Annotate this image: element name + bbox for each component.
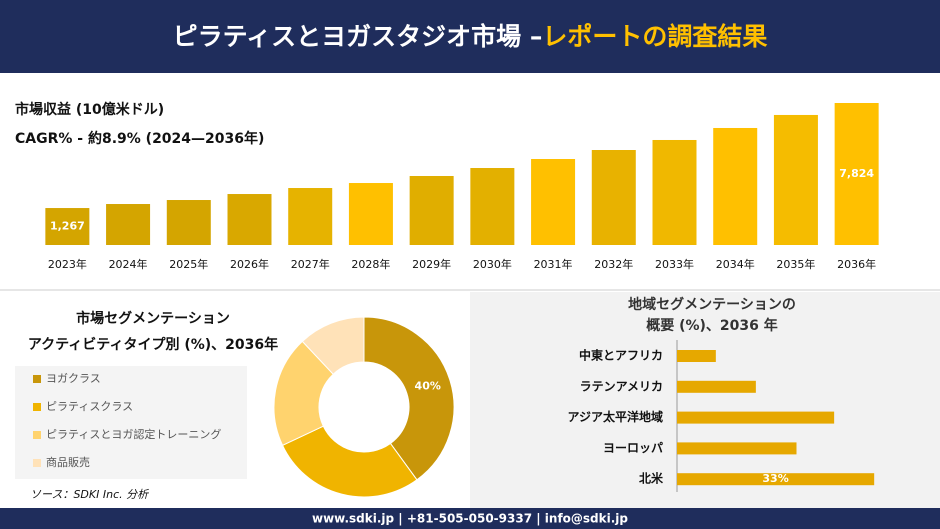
x-tick-label: 2032年 — [594, 257, 633, 271]
chart-title: 市場収益 (10億米ドル) — [15, 101, 164, 118]
chart-title: 市場セグメンテーション — [76, 310, 230, 327]
legend-swatch — [33, 375, 41, 383]
x-tick-label: 2034年 — [716, 257, 755, 271]
legend-label: 商品販売 — [46, 455, 90, 469]
legend-label: ピラティスクラス — [46, 400, 133, 413]
legend-swatch — [33, 459, 41, 467]
title-main: ピラティスとヨガスタジオ市場 – — [173, 22, 543, 51]
title-highlight: レポートの調査結果 — [542, 22, 767, 51]
x-tick-label: 2036年 — [837, 257, 876, 271]
category-label: 北米 — [639, 471, 664, 486]
header-title: ピラティスとヨガスタジオ市場 –レポートの調査結果 — [173, 22, 768, 51]
value-label: 7,824 — [839, 167, 874, 180]
bar — [409, 176, 454, 245]
chart-subtitle: CAGR% - 約8.9% (2024—2036年) — [15, 130, 264, 147]
bar — [470, 168, 515, 245]
x-tick-label: 2031年 — [534, 257, 573, 271]
bar — [773, 114, 818, 246]
value-label: 1,267 — [50, 220, 85, 233]
x-tick-label: 2024年 — [109, 257, 148, 271]
legend-label: ピラティスとヨガ認定トレーニング — [46, 427, 221, 441]
bar — [677, 473, 875, 486]
footer-band — [0, 508, 940, 529]
legend-swatch — [33, 431, 41, 439]
bar — [713, 127, 758, 245]
bar — [531, 159, 576, 245]
region-panel — [470, 292, 940, 508]
x-tick-label: 2033年 — [655, 257, 694, 271]
bar — [106, 204, 151, 245]
bar — [45, 208, 90, 245]
legend-label: ヨガクラス — [46, 372, 101, 385]
chart-subtitle: 概要 (%)、2036 年 — [646, 317, 778, 334]
category-label: ラテンアメリカ — [580, 379, 663, 393]
footer: www.sdki.jp | +81-505-050-9337 | info@sd… — [312, 512, 628, 526]
x-tick-label: 2030年 — [473, 257, 512, 271]
bar — [677, 380, 756, 393]
header-band — [0, 0, 940, 73]
bar — [227, 194, 272, 245]
bar — [834, 103, 879, 245]
source: ソース：SDKI Inc. 分析 — [30, 488, 150, 501]
x-tick-label: 2027年 — [291, 257, 330, 271]
value-label: 33% — [762, 472, 788, 485]
donut-slice — [363, 316, 455, 481]
x-tick-label: 2025年 — [169, 257, 208, 271]
bar — [677, 350, 716, 362]
x-tick-label: 2029年 — [412, 257, 451, 271]
x-tick-label: 2035年 — [776, 257, 815, 271]
x-tick-label: 2028年 — [351, 257, 390, 271]
donut-slice — [301, 316, 365, 375]
legend-box — [15, 366, 247, 479]
bar — [348, 183, 393, 245]
bar — [166, 200, 211, 245]
category-label: ヨーロッパ — [603, 441, 663, 455]
bar — [591, 150, 636, 245]
donut-slice — [281, 425, 418, 498]
value-label: 40% — [415, 379, 441, 392]
bar — [288, 188, 333, 245]
bar — [677, 442, 797, 455]
bar — [652, 139, 697, 245]
category-label: 中東とアフリカ — [579, 348, 663, 363]
chart-subtitle: アクティビティタイプ別 (%)、2036年 — [28, 336, 278, 353]
legend-swatch — [33, 403, 41, 411]
chart-title: 地域セグメンテーションの — [628, 296, 796, 313]
category-label: アジア太平洋地域 — [567, 409, 663, 424]
x-tick-label: 2026年 — [230, 257, 269, 271]
x-tick-label: 2023年 — [48, 257, 87, 271]
bar — [677, 411, 835, 424]
